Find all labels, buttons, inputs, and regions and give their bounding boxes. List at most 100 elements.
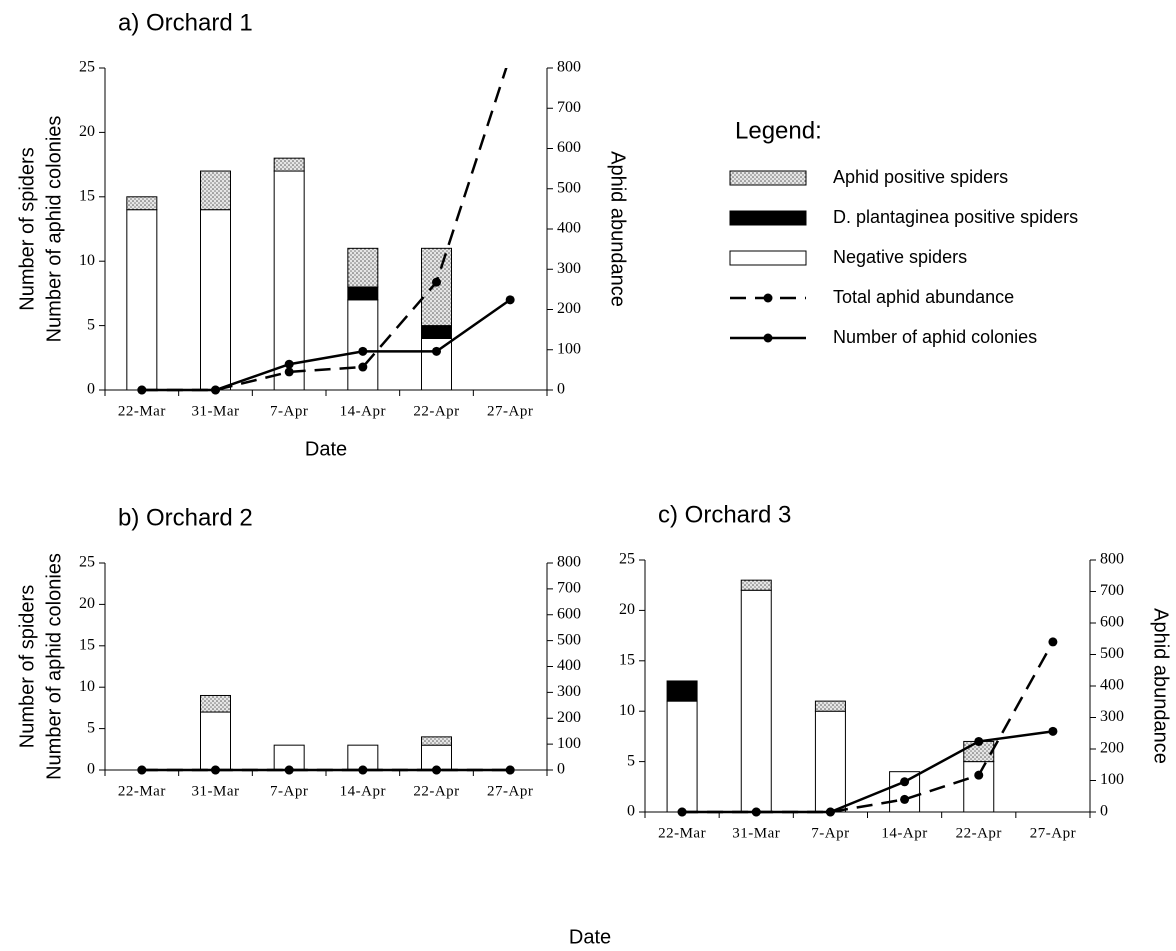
point: [358, 765, 368, 775]
point: [284, 765, 294, 775]
legend-label: Total aphid abundance: [833, 287, 1014, 307]
y-tick-label: 20: [79, 123, 95, 140]
x-tick-label: 31-Mar: [732, 825, 780, 841]
line: [682, 730, 1054, 814]
bar: [273, 157, 305, 172]
legend-swatch: [729, 210, 807, 226]
y2-tick-label: 300: [557, 260, 581, 277]
bar: [963, 761, 995, 813]
y-tick-label: 10: [79, 678, 95, 695]
y2-tick-label: 400: [557, 657, 581, 674]
y2-tick-label: 200: [557, 300, 581, 317]
y2-tick-label: 200: [557, 709, 581, 726]
y2-axis-label: Aphid abundance: [1150, 608, 1172, 764]
y-axis-label: Number of aphid colonies: [43, 116, 65, 343]
y-tick-label: 25: [79, 554, 95, 571]
y2-tick-label: 600: [1100, 614, 1124, 631]
y2-tick-label: 800: [557, 554, 581, 571]
point: [432, 765, 441, 775]
y2-tick-label: 600: [557, 605, 581, 622]
bar: [666, 680, 698, 702]
point: [137, 765, 147, 775]
y-tick-label: 5: [87, 316, 95, 333]
y2-tick-label: 500: [557, 631, 581, 648]
bar: [347, 299, 379, 391]
point: [211, 765, 220, 775]
bar: [814, 700, 846, 712]
bar: [347, 247, 379, 288]
point: [358, 362, 368, 372]
y-tick-label: 10: [619, 702, 635, 719]
line: [141, 298, 511, 392]
x-axis-label: Date: [569, 926, 611, 948]
bar: [200, 170, 231, 211]
point: [1048, 637, 1058, 647]
x-tick-label: 22-Mar: [658, 825, 706, 841]
y2-tick-label: 700: [1100, 582, 1124, 599]
y2-tick-label: 0: [1100, 803, 1108, 820]
y2-tick-label: 500: [557, 179, 581, 196]
chart-title: b) Orchard 2: [118, 504, 253, 531]
y2-tick-label: 400: [1100, 677, 1124, 694]
bar: [126, 209, 158, 391]
y-tick-label: 15: [79, 636, 95, 653]
y-tick-label: 20: [619, 601, 635, 618]
point: [505, 295, 515, 305]
y-tick-label: 25: [79, 59, 95, 76]
point: [900, 794, 910, 804]
x-tick-label: 27-Apr: [487, 403, 533, 419]
x-tick-label: 7-Apr: [811, 825, 849, 841]
bar: [421, 325, 452, 339]
point: [432, 277, 441, 287]
y-tick-label: 5: [87, 719, 95, 736]
y2-tick-label: 0: [557, 761, 565, 778]
y2-tick-label: 300: [557, 683, 581, 700]
y2-tick-label: 400: [557, 220, 581, 237]
bar: [421, 736, 452, 746]
line: [682, 641, 1055, 814]
bar: [814, 710, 846, 813]
point: [284, 367, 294, 377]
legend-label: Negative spiders: [833, 247, 967, 267]
y2-tick-label: 0: [557, 381, 565, 398]
bar: [273, 170, 305, 391]
chart-title: c) Orchard 3: [658, 501, 791, 528]
point: [825, 807, 835, 817]
y-tick-label: 0: [87, 761, 95, 778]
x-axis-label: Date: [305, 438, 347, 460]
y-axis-label: Number of spiders: [16, 585, 38, 748]
point: [974, 736, 984, 746]
x-tick-label: 22-Apr: [956, 825, 1002, 841]
legend-marker: [763, 293, 773, 303]
x-tick-label: 14-Apr: [881, 825, 927, 841]
x-tick-label: 22-Mar: [118, 783, 166, 799]
x-tick-label: 22-Apr: [413, 403, 459, 419]
bar: [421, 744, 452, 771]
point: [137, 385, 147, 395]
bar: [740, 589, 772, 813]
y2-tick-label: 800: [557, 59, 581, 76]
point: [505, 765, 515, 775]
y-tick-label: 20: [79, 595, 95, 612]
point: [284, 359, 294, 369]
bar: [666, 700, 698, 813]
bar: [200, 694, 231, 713]
point: [1048, 726, 1058, 736]
point: [677, 807, 687, 817]
x-tick-label: 31-Mar: [192, 403, 240, 419]
x-tick-label: 22-Mar: [118, 403, 166, 419]
legend-label: Number of aphid colonies: [833, 327, 1037, 347]
legend-swatch: [729, 250, 807, 266]
x-tick-label: 7-Apr: [270, 403, 308, 419]
y2-tick-label: 700: [557, 99, 581, 116]
y2-tick-label: 600: [557, 139, 581, 156]
x-tick-label: 7-Apr: [270, 783, 308, 799]
point: [900, 777, 910, 787]
y-tick-label: 5: [627, 752, 635, 769]
bar: [126, 196, 158, 211]
point: [432, 346, 441, 356]
y-tick-label: 0: [87, 381, 95, 398]
bar: [740, 579, 772, 591]
point: [506, 51, 515, 60]
